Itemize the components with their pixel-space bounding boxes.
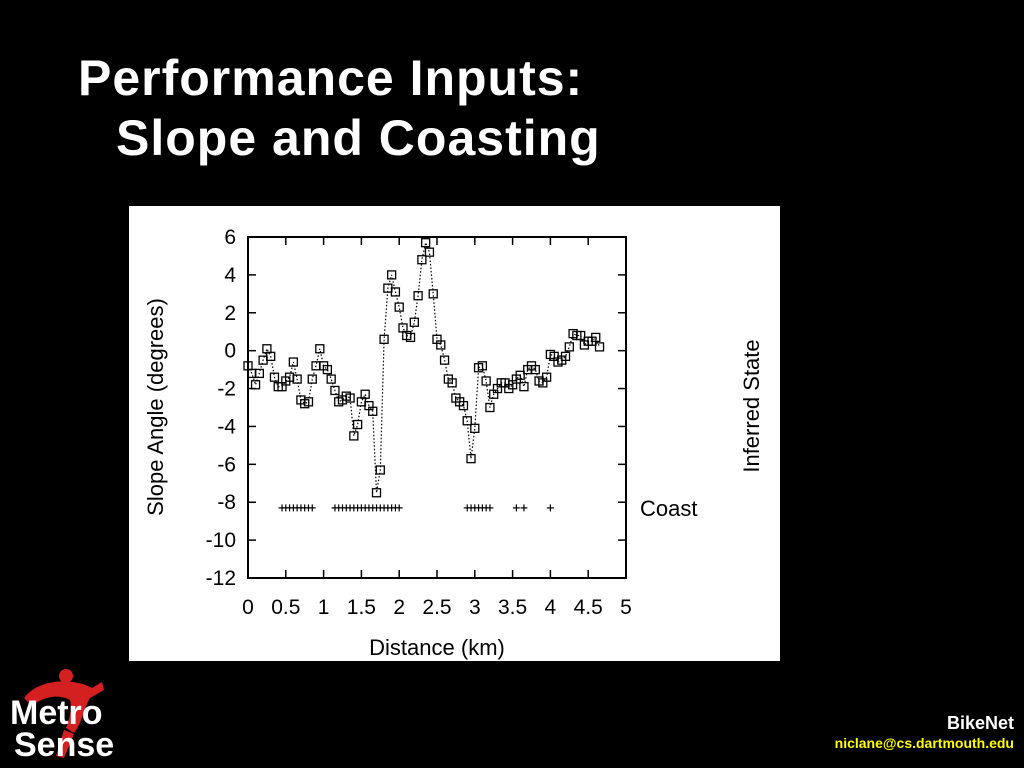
coast-marker xyxy=(520,504,528,512)
data-point xyxy=(250,380,261,390)
coast-marker xyxy=(512,504,520,512)
data-point xyxy=(322,364,333,375)
data-point xyxy=(439,355,450,365)
data-point xyxy=(375,465,385,475)
data-point xyxy=(307,374,317,384)
x-tick-label: 4.5 xyxy=(574,596,603,619)
data-point xyxy=(326,374,336,384)
logo-text-sense: Sense xyxy=(14,726,115,764)
data-point xyxy=(368,406,378,416)
y-tick-label: -4 xyxy=(217,415,236,438)
data-point xyxy=(345,393,355,403)
slide-title: Performance Inputs: Slope and Coasting xyxy=(78,48,601,168)
footer-email: niclane@cs.dartmouth.edu xyxy=(834,735,1014,751)
data-point xyxy=(447,378,457,388)
y-tick-label: -2 xyxy=(217,378,236,401)
y-tick-label: -12 xyxy=(206,567,236,590)
data-point xyxy=(424,247,435,257)
data-point xyxy=(466,453,476,464)
slide-title-line-1: Performance Inputs: xyxy=(78,50,584,106)
x-tick-label: 0.5 xyxy=(271,596,300,619)
data-point xyxy=(458,400,469,411)
data-point xyxy=(292,374,302,384)
y-tick-label: 2 xyxy=(224,302,236,325)
y-axis-label: Slope Angle (degrees) xyxy=(143,298,168,516)
y2-axis-label: Inferred State xyxy=(739,339,764,472)
series-line xyxy=(247,240,601,493)
x-tick-label: 4 xyxy=(545,596,557,619)
data-point xyxy=(352,419,363,430)
data-point xyxy=(575,330,586,341)
x-tick-label: 0 xyxy=(242,596,254,619)
x-tick-label: 5 xyxy=(620,596,632,619)
x-tick-label: 1 xyxy=(318,596,330,619)
data-point xyxy=(254,368,264,379)
data-point xyxy=(470,423,480,433)
data-point xyxy=(428,289,438,299)
y-tick-label: -6 xyxy=(217,453,236,476)
data-point xyxy=(409,317,419,327)
y-tick-label: 0 xyxy=(224,340,236,363)
data-point xyxy=(398,323,408,333)
coast-marker xyxy=(486,504,494,512)
data-point xyxy=(330,385,340,396)
data-point xyxy=(405,332,416,343)
y-tick-label: -8 xyxy=(217,491,236,514)
data-point xyxy=(360,389,370,399)
x-axis-label: Distance (km) xyxy=(369,635,505,660)
slope-chart: 0 0.5 1 1.5 2 2.5 3 3.5 4 4.5 56420-2-4-6-8-10-12 … xyxy=(143,226,764,660)
slide-footer: BikeNet niclane@cs.dartmouth.edu xyxy=(835,712,1014,752)
data-point xyxy=(356,397,367,407)
x-tick-label: 1.5 xyxy=(347,596,376,619)
data-point xyxy=(530,364,540,375)
coast-marker xyxy=(395,504,403,512)
coast-marker xyxy=(546,504,554,512)
x-tick-label: 2.5 xyxy=(422,596,451,619)
footer-project: BikeNet xyxy=(946,713,1014,733)
data-point xyxy=(413,291,423,301)
data-point xyxy=(594,342,605,352)
coast-marker xyxy=(308,504,316,512)
y-tick-label: -10 xyxy=(206,529,236,552)
data-point xyxy=(349,431,359,441)
data-point xyxy=(462,416,472,426)
data-point xyxy=(485,402,495,413)
data-point xyxy=(266,351,276,362)
data-point xyxy=(303,397,314,407)
y-tick-label: 4 xyxy=(224,264,236,287)
chart-panel: 0 0.5 1 1.5 2 2.5 3 3.5 4 4.5 5 6 4 2 0 -2 -4 -6 -8 -10 -12 … xyxy=(129,206,780,661)
data-point xyxy=(477,361,488,371)
data-point xyxy=(421,238,431,248)
data-point xyxy=(564,342,574,352)
data-point xyxy=(417,255,427,265)
data-point xyxy=(394,302,404,312)
data-point xyxy=(481,376,491,386)
data-point xyxy=(560,351,571,362)
data-point xyxy=(390,287,401,297)
data-point xyxy=(386,270,397,280)
data-point xyxy=(436,340,446,350)
slide-title-line-2: Slope and Coasting xyxy=(116,110,601,166)
data-point xyxy=(262,344,272,354)
y-tick-label: 6 xyxy=(224,226,236,249)
logo-figure-icon xyxy=(24,669,104,758)
x-tick-label: 3 xyxy=(469,596,481,619)
logo-text-metro: Metro xyxy=(10,694,103,732)
metrosense-logo: Metro Sense xyxy=(4,668,124,768)
data-point xyxy=(371,488,382,498)
data-point xyxy=(591,332,601,343)
x-tick-label: 3.5 xyxy=(498,596,527,619)
x-tick-label: 2 xyxy=(393,596,405,619)
data-point xyxy=(379,334,389,344)
data-point xyxy=(315,344,325,354)
data-point xyxy=(519,382,529,392)
state-label-coast: Coast xyxy=(640,496,697,521)
data-point xyxy=(288,357,299,367)
data-point xyxy=(515,370,525,380)
data-point xyxy=(269,372,280,382)
data-point xyxy=(541,372,552,382)
